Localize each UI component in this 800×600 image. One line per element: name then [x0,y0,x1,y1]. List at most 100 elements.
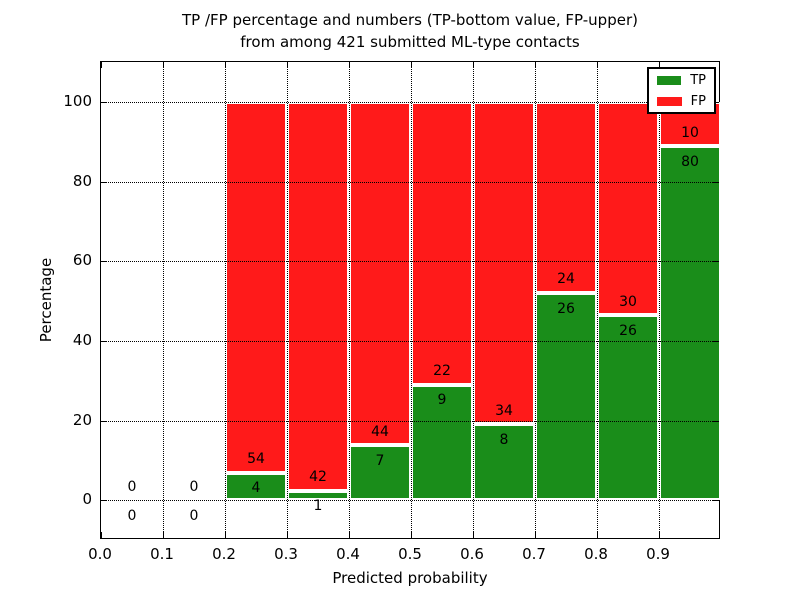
x-tick-label: 0.4 [336,545,360,563]
tick-mark [473,62,474,68]
bar-segment-tp [349,445,411,501]
bar-segment-fp [287,101,349,491]
tick-mark [713,420,719,422]
y-axis-label: Percentage [37,257,55,343]
bar-count-label-fp: 30 [619,293,637,310]
x-tick-label: 0.5 [398,545,422,563]
plot-area: TP FP 0 0 0 0 54 4 42 1 44 7 22 9 34 8 24 26 30 26 10 80 [100,61,721,539]
bar-count-label-tp: 80 [681,153,699,170]
tick-mark [411,62,412,68]
bar-segment-tp [287,490,349,501]
x-tick-label: 0.3 [274,545,298,563]
bar-count-label-tp: 1 [313,498,323,515]
bar-count-label-fp: 24 [557,271,575,288]
bar-segment-tp [597,315,659,501]
bar-segment-tp [535,293,597,501]
tick-mark [349,532,350,538]
legend-entry-tp: TP [657,73,706,88]
bar-segment-fp [473,101,535,425]
bar-count-label-tp: 9 [437,392,447,409]
bar-count-label-fp: 42 [309,469,327,486]
tick-mark [597,532,598,538]
x-tick-label: 0.2 [212,545,236,563]
y-tick-label: 80 [72,171,92,190]
tick-mark [101,181,107,183]
bar-segment-fp [597,101,659,316]
tick-mark [101,101,107,103]
bar-count-label-tp: 8 [499,431,509,448]
bar-segment-tp [659,146,721,501]
chart-title-line2: from among 421 submitted ML-type contact… [240,33,580,51]
bar-segment-tp [411,384,473,501]
bar-segment-tp [473,424,535,501]
legend-entry-fp: FP [657,94,706,109]
tick-mark [287,532,288,538]
tick-mark [101,500,107,502]
tick-mark [713,181,719,183]
fp-color-swatch [657,96,682,106]
gridline-vertical [473,62,474,538]
bar-count-label-tp: 26 [619,322,637,339]
y-tick-label: 20 [72,410,92,429]
gridline-horizontal [101,500,719,502]
bar-segment-tp [225,472,287,501]
tick-mark [225,62,226,68]
bar-count-label-fp: 0 [127,478,137,495]
tick-mark [713,340,719,342]
bar-count-label-tp: 26 [557,300,575,317]
gridline-vertical [349,62,350,538]
gridline-vertical [535,62,536,538]
gridline-horizontal [101,261,719,263]
gridline-vertical [659,62,660,538]
tick-mark [163,62,164,68]
tick-mark [101,62,102,68]
tp-color-swatch [657,75,682,85]
tick-mark [535,532,536,538]
bar-count-label-fp: 22 [433,362,451,379]
y-tick-label: 60 [72,251,92,270]
x-tick-label: 0.8 [584,545,608,563]
legend: TP FP [647,67,716,114]
gridline-vertical [287,62,288,538]
bar-count-label-tp: 0 [189,507,199,524]
tick-mark [349,62,350,68]
tick-mark [287,62,288,68]
tick-mark [713,261,719,263]
tick-mark [101,340,107,342]
tick-mark [659,532,660,538]
x-tick-label: 0.7 [522,545,546,563]
tick-mark [473,532,474,538]
gridline-horizontal [101,101,719,103]
gridline-vertical [225,62,226,538]
bar-segment-fp [411,101,473,385]
chart-title: TP /FP percentage and numbers (TP-bottom… [182,9,638,53]
x-tick-label: 0.0 [88,545,112,563]
tick-mark [101,420,107,422]
legend-label-tp: TP [690,72,706,88]
x-tick-label: 0.6 [460,545,484,563]
tick-mark [411,532,412,538]
gridline-vertical [411,62,412,538]
x-tick-label: 0.1 [150,545,174,563]
bar-segment-fp [349,101,411,446]
bar-segment-fp [535,101,597,294]
tick-mark [101,532,102,538]
tick-mark [713,101,719,103]
chart-title-line1: TP /FP percentage and numbers (TP-bottom… [182,11,638,29]
tick-mark [597,62,598,68]
gridline-vertical [597,62,598,538]
tick-mark [163,532,164,538]
y-tick-label: 0 [82,490,92,509]
bar-count-label-tp: 4 [251,480,261,497]
gridline-horizontal [101,181,719,183]
tick-mark [713,500,719,502]
bar-count-label-tp: 7 [375,453,385,470]
x-tick-label: 0.9 [646,545,670,563]
bar-count-label-fp: 34 [495,402,513,419]
legend-label-fp: FP [690,93,706,109]
tick-mark [659,62,660,68]
gridline-horizontal [101,420,719,422]
bar-count-label-fp: 44 [371,423,389,440]
bar-count-label-fp: 54 [247,451,265,468]
